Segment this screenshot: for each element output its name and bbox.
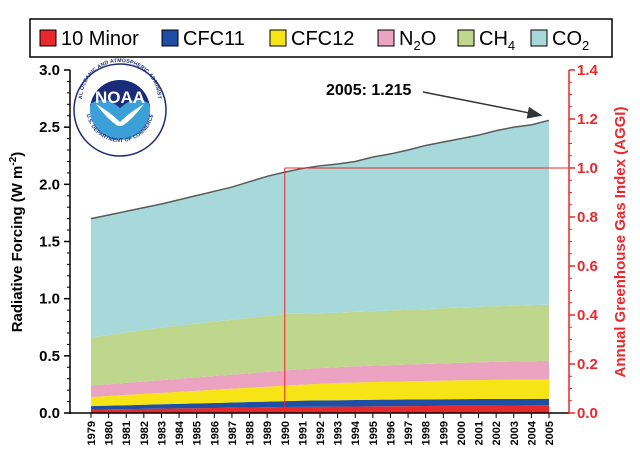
right-tick-label: 1.0 xyxy=(577,160,598,177)
legend-swatch xyxy=(269,29,287,47)
legend-box xyxy=(29,18,613,58)
x-tick-label: 1990 xyxy=(280,421,292,445)
legend-label-sub: 4 xyxy=(508,38,515,53)
left-tick-label: 0.0 xyxy=(39,405,60,422)
logo-sky-icon xyxy=(90,80,150,110)
stacked-areas xyxy=(90,119,550,413)
total-outline xyxy=(90,119,550,220)
x-tick-label: 1995 xyxy=(368,421,380,445)
left-axis-title-sup: -2 xyxy=(8,156,19,165)
logo-name: NOAA xyxy=(95,88,145,107)
legend-label: 10 Minor xyxy=(61,28,139,50)
legend-swatch xyxy=(457,29,475,47)
legend: 10 Minor CFC11 CFC12 N2O CH4 CO2 xyxy=(29,18,613,58)
logo-bird-icon xyxy=(96,104,144,126)
x-tick-label: 1982 xyxy=(139,421,151,445)
x-tick-label: 1988 xyxy=(245,421,257,445)
area-ch4 xyxy=(91,304,549,386)
x-tick-label: 2000 xyxy=(456,421,468,445)
x-tick-label: 1998 xyxy=(421,421,433,445)
legend-label-main: N xyxy=(399,28,413,50)
legend-label-sub: 2 xyxy=(582,38,589,53)
x-tick-label: 1981 xyxy=(121,421,133,445)
right-tick-label: 0.6 xyxy=(577,258,598,275)
x-tick-label: 1983 xyxy=(156,421,168,445)
left-tick-label: 3.0 xyxy=(39,62,60,79)
left-axis-title-end: ) xyxy=(9,152,26,157)
x-tick-label: 1996 xyxy=(385,421,397,445)
legend-label-main: CFC12 xyxy=(291,28,354,50)
legend-swatch xyxy=(39,29,57,47)
annotation-arrow xyxy=(422,91,543,119)
x-tick-label: 2003 xyxy=(509,421,521,445)
right-tick-label: 1.2 xyxy=(577,111,598,128)
left-axis-title-text: Radiative Forcing (W m xyxy=(9,166,26,333)
x-tick-label: 1992 xyxy=(315,421,327,445)
legend-label-main: 10 Minor xyxy=(61,28,139,50)
x-tick-label: 1987 xyxy=(227,421,239,445)
area-cfc11 xyxy=(91,398,549,410)
annotation-text: 2005: 1.215 xyxy=(326,82,412,99)
x-tick-label: 2005 xyxy=(544,421,556,445)
legend-swatch xyxy=(161,29,179,47)
x-tick-label: 1993 xyxy=(333,421,345,445)
right-axis-title: Annual Greenhouse Gas Index (AGGI) xyxy=(612,107,629,378)
left-tick-label: 1.5 xyxy=(39,234,60,251)
legend-label: N2O xyxy=(399,28,436,53)
left-tick-label: 1.0 xyxy=(39,291,60,308)
area-n2o xyxy=(91,360,549,397)
legend-label: CFC12 xyxy=(291,28,354,50)
x-tick-label: 2002 xyxy=(491,421,503,445)
x-tick-label: 2001 xyxy=(474,421,486,445)
x-tick-label: 1994 xyxy=(350,420,362,445)
right-tick-label: 1.4 xyxy=(577,62,599,79)
left-axis-title: Radiative Forcing (W m-2) xyxy=(8,152,26,333)
reference-lines xyxy=(284,167,568,413)
area-co2 xyxy=(91,120,549,338)
right-tick-label: 0.4 xyxy=(577,307,599,324)
area-cfc12 xyxy=(91,379,549,407)
legend-label-sub: 2 xyxy=(413,38,420,53)
legend-swatch xyxy=(377,29,395,47)
right-tick-label: 0.0 xyxy=(577,405,598,422)
x-tick-label: 1989 xyxy=(262,421,274,445)
legend-label: CH4 xyxy=(479,28,515,53)
area-10-minor xyxy=(91,405,549,413)
legend-label-suffix: O xyxy=(421,28,437,50)
left-tick-label: 2.0 xyxy=(39,176,60,193)
legend-label-main: CFC11 xyxy=(183,28,245,50)
legend-label-main: CO xyxy=(552,28,582,50)
legend-label: CFC11 xyxy=(183,28,245,50)
x-tick-label: 1986 xyxy=(209,421,221,445)
x-tick-label: 1980 xyxy=(104,421,116,445)
right-tick-label: 0.8 xyxy=(577,209,598,226)
legend-label-main: CH xyxy=(479,28,508,50)
x-tick-label: 1985 xyxy=(192,421,204,445)
x-tick-label: 1997 xyxy=(403,421,415,445)
left-tick-label: 2.5 xyxy=(39,119,60,136)
x-tick-label: 2004 xyxy=(526,420,538,445)
x-tick-label: 1999 xyxy=(438,421,450,445)
axes: 0.0 0.5 1.0 1.5 2.0 2.5 3.0 0.0 0.2 0.4 0.6 0.8 1.0 1… xyxy=(8,62,629,445)
x-tick-label: 1979 xyxy=(86,421,98,445)
right-tick-label: 0.2 xyxy=(577,356,598,373)
x-tick-label: 1984 xyxy=(174,420,186,445)
legend-label: CO2 xyxy=(552,28,589,53)
annotation: 2005: 1.215 xyxy=(326,82,543,119)
left-tick-label: 0.5 xyxy=(39,348,60,365)
x-tick-label: 1991 xyxy=(297,421,309,445)
legend-swatch xyxy=(530,29,548,47)
